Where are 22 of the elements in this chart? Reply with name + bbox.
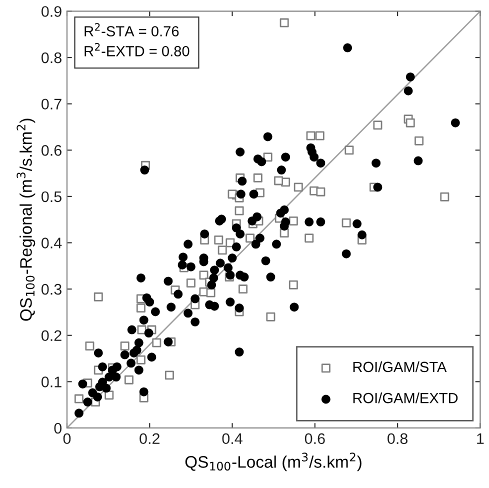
annotation: R$^{2}$-STA = 0.76 bbox=[84, 23, 179, 36]
y-tick-label: 0.5 bbox=[41, 191, 62, 202]
y-tick-label: 0.1 bbox=[41, 376, 62, 388]
y-axis-title: QS$_{100}$-Regional (m$^{3}$/s.km$^{2}$) bbox=[16, 118, 36, 321]
x-tick-label: 0.2 bbox=[140, 433, 160, 444]
x-axis-title: QS$_{100}$-Local (m$^{3}$/s.km$^{2}$) bbox=[185, 452, 362, 472]
x-tick-label: 1 bbox=[477, 433, 484, 444]
y-tick-label: 0.2 bbox=[41, 330, 62, 342]
legend-label: ROI/GAM/EXTD bbox=[353, 392, 458, 404]
x-tick-label: 0.8 bbox=[388, 433, 408, 444]
y-tick-label: 0.4 bbox=[41, 238, 62, 248]
y-tick-label: 0.6 bbox=[41, 145, 62, 156]
x-tick-label: 0.6 bbox=[304, 433, 325, 444]
y-tick-label: 0.8 bbox=[41, 52, 62, 64]
x-tick-label: 0.4 bbox=[222, 433, 242, 444]
y-tick-label: 0.3 bbox=[41, 284, 62, 295]
annotation: R$^{2}$-EXTD = 0.80 bbox=[84, 43, 190, 56]
x-tick-label: 0 bbox=[63, 433, 71, 444]
y-tick-label: 0.9 bbox=[41, 6, 62, 17]
y-tick-label: 0 bbox=[54, 422, 62, 434]
legend-label: ROI/GAM/STA bbox=[353, 361, 447, 372]
y-tick-label: 0.7 bbox=[41, 98, 62, 110]
